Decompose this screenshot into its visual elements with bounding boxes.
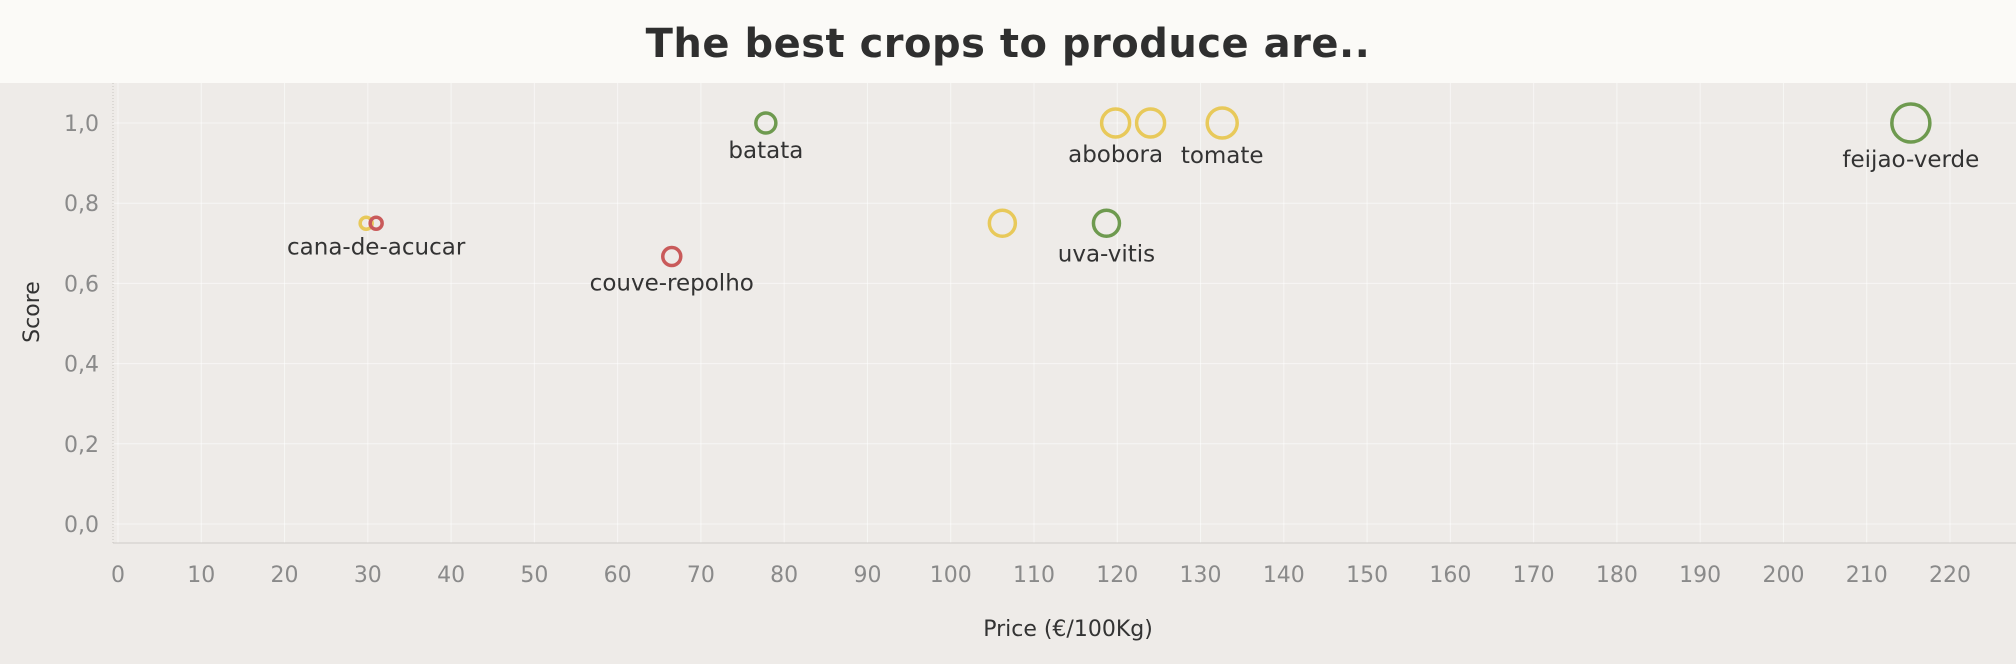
- x-tick-label: 100: [930, 563, 972, 588]
- point-label: couve-repolho: [590, 271, 754, 297]
- data-point: [368, 215, 384, 231]
- axes: [112, 83, 2016, 544]
- point-label: abobora: [1068, 142, 1163, 168]
- point-label: tomate: [1181, 143, 1264, 169]
- x-tick-label: 90: [853, 563, 881, 588]
- y-tick-label: 0,6: [64, 272, 99, 297]
- data-point: [1091, 208, 1122, 238]
- data-points: [358, 102, 1932, 268]
- x-tick-label: 170: [1513, 563, 1555, 588]
- x-tick-label: 150: [1346, 563, 1388, 588]
- x-tick-label: 220: [1929, 563, 1971, 588]
- x-tick-label: 60: [604, 563, 632, 588]
- x-tick-label: 140: [1263, 563, 1305, 588]
- x-tick-label: 40: [437, 563, 465, 588]
- chart-area: 0 10 20 30 40 50 60 70 80 90 100 110 120 130 140 150 160…: [0, 83, 2016, 664]
- point-labels: cana-de-acucar couve-repolho batata uva-vit…: [287, 138, 1979, 297]
- tick-labels: 0 10 20 30 40 50 60 70 80 90 100 110 120 130 140 150 160…: [64, 112, 1971, 588]
- y-tick-label: 0,4: [64, 353, 99, 378]
- x-axis-title: Price (€/100Kg): [983, 617, 1153, 642]
- x-tick-label: 180: [1596, 563, 1638, 588]
- data-point: [358, 215, 374, 231]
- data-point: [1205, 106, 1239, 140]
- x-tick-label: 20: [271, 563, 299, 588]
- data-point: [1134, 107, 1167, 139]
- point-label: cana-de-acucar: [287, 234, 466, 260]
- x-tick-label: 130: [1180, 563, 1222, 588]
- data-point: [1099, 107, 1132, 139]
- x-tick-label: 160: [1429, 563, 1471, 588]
- x-tick-label: 110: [1013, 563, 1055, 588]
- y-tick-label: 0,0: [64, 513, 99, 538]
- data-point: [1890, 102, 1932, 144]
- y-axis-title: Score: [20, 281, 45, 343]
- data-point: [754, 111, 778, 135]
- chart-title: The best crops to produce are..: [645, 20, 1371, 67]
- x-tick-label: 70: [687, 563, 715, 588]
- x-tick-label: 210: [1846, 563, 1888, 588]
- y-tick-label: 0,8: [64, 192, 99, 217]
- y-tick-label: 0,2: [64, 433, 99, 458]
- x-tick-label: 10: [187, 563, 215, 588]
- point-label: feijao-verde: [1842, 147, 1979, 173]
- x-tick-label: 80: [770, 563, 798, 588]
- x-tick-label: 190: [1679, 563, 1721, 588]
- x-tick-label: 50: [520, 563, 548, 588]
- x-tick-label: 120: [1096, 563, 1138, 588]
- data-point: [987, 208, 1018, 238]
- x-tick-label: 200: [1762, 563, 1804, 588]
- title-bar: The best crops to produce are..: [0, 0, 2016, 83]
- gridlines: [113, 83, 2016, 543]
- scatter-chart: 0 10 20 30 40 50 60 70 80 90 100 110 120 130 140 150 160…: [20, 83, 2016, 642]
- x-tick-label: 30: [354, 563, 382, 588]
- y-tick-label: 1,0: [64, 112, 99, 137]
- data-point: [661, 245, 683, 268]
- point-label: uva-vitis: [1058, 241, 1155, 267]
- point-label: batata: [728, 138, 803, 164]
- x-tick-label: 0: [111, 563, 125, 588]
